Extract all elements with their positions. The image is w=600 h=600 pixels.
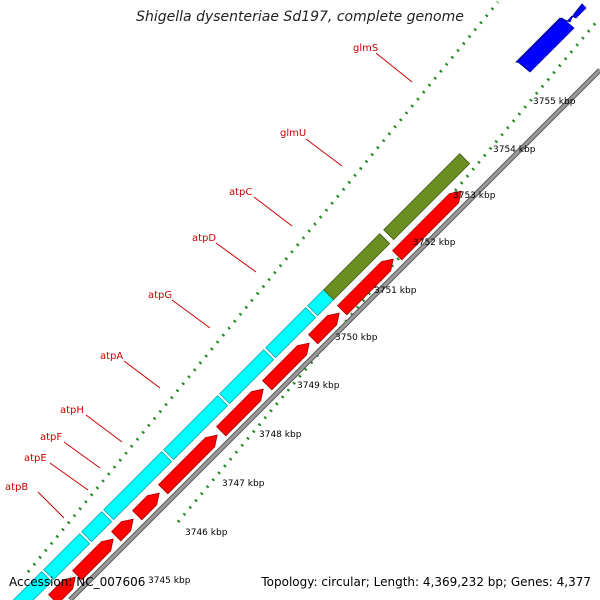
cds-arrow-6 <box>216 388 264 437</box>
scale-label-3749-kbp: 3749 kbp <box>297 381 340 391</box>
gene-label-atpF: atpF <box>40 432 62 443</box>
cds-arrow-7 <box>262 342 310 391</box>
scale-label-3751-kbp: 3751 kbp <box>374 286 417 296</box>
gene-label-atpA: atpA <box>100 351 123 362</box>
gene-label-atpB: atpB <box>5 482 28 493</box>
gene-blue-band <box>517 17 575 73</box>
scale-label-3750-kbp: 3750 kbp <box>335 333 378 343</box>
leader-line-atpE <box>49 462 89 491</box>
scale-label-3748-kbp: 3748 kbp <box>259 430 302 440</box>
leader-line-glmU <box>305 138 343 167</box>
backbone-line-fill <box>68 68 600 600</box>
cds-arrow-4 <box>132 492 160 521</box>
cds-arrow-2 <box>72 538 114 581</box>
map-title: Shigella dysenteriae Sd197, complete gen… <box>136 9 464 25</box>
gene-band-9 <box>323 233 391 301</box>
cds-arrow-3 <box>111 518 134 542</box>
cds-arrow-1 <box>48 576 76 600</box>
gene-band-4 <box>103 451 173 521</box>
leader-line-atpC <box>253 196 293 227</box>
gene-label-glmU: glmU <box>280 128 306 139</box>
leader-line-atpG <box>171 299 211 329</box>
leader-line-atpA <box>123 360 161 389</box>
cds-arrow-5 <box>158 434 218 495</box>
leader-line-atpD <box>215 242 257 273</box>
tick-track-upper <box>26 1 500 573</box>
scale-label-3752-kbp: 3752 kbp <box>413 238 456 248</box>
gene-label-atpG: atpG <box>148 290 172 301</box>
gene-band-1 <box>12 571 53 600</box>
gene-label-atpE: atpE <box>24 453 47 464</box>
gene-label-atpD: atpD <box>192 233 216 244</box>
scale-label-3754-kbp: 3754 kbp <box>493 145 536 155</box>
gene-label-atpC: atpC <box>229 187 252 198</box>
scale-label-3755-kbp: 3755 kbp <box>533 97 576 107</box>
gene-label-glmS: glmS <box>353 43 378 54</box>
topology-label: Topology: circular; Length: 4,369,232 bp… <box>261 575 591 589</box>
gene-band-7 <box>265 307 317 359</box>
scale-label-3747-kbp: 3747 kbp <box>222 479 265 489</box>
accession-label: Accession: NC_007606 <box>9 575 146 589</box>
cds-arrow-9 <box>337 258 394 316</box>
scale-label-3746-kbp: 3746 kbp <box>185 528 228 538</box>
gene-band-10 <box>383 153 471 241</box>
leader-line-atpB <box>37 491 65 519</box>
cds-arrow-8 <box>308 312 340 345</box>
leader-line-atpF <box>63 441 101 469</box>
gene-band-3 <box>81 511 113 543</box>
scale-label-3745-kbp: 3745 kbp <box>148 576 191 586</box>
tick-track-lower <box>176 19 600 523</box>
leader-line-atpH <box>85 414 123 443</box>
gene-band-2 <box>43 533 91 581</box>
leader-line-glmS <box>375 52 413 83</box>
gene-band-5 <box>163 395 229 461</box>
scale-label-3753-kbp: 3753 kbp <box>453 191 496 201</box>
cds-arrow-10 <box>392 190 462 261</box>
gene-label-atpH: atpH <box>60 405 84 416</box>
gene-band-6 <box>219 349 275 405</box>
